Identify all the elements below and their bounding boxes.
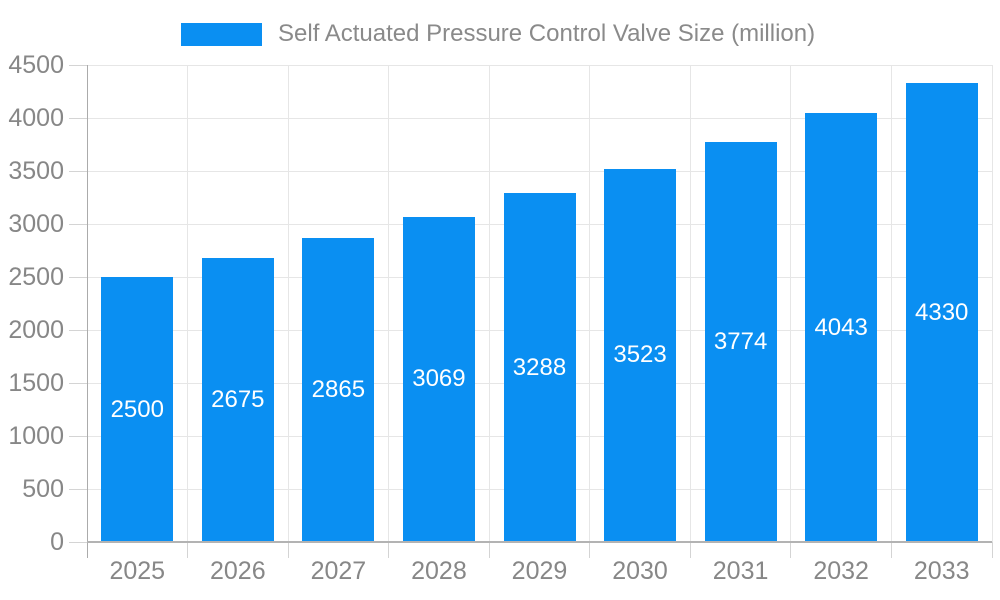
y-axis-tick bbox=[69, 382, 87, 384]
gridline-vertical bbox=[388, 65, 390, 542]
y-axis-tick bbox=[69, 117, 87, 119]
x-axis-label: 2031 bbox=[712, 557, 769, 585]
bar-value-label: 4330 bbox=[915, 298, 969, 326]
bar-value-label: 2865 bbox=[311, 376, 366, 404]
bar-value-label: 2500 bbox=[110, 395, 164, 423]
x-axis-label: 2032 bbox=[813, 557, 869, 585]
bar-value-label: 3774 bbox=[713, 327, 768, 355]
y-axis-tick bbox=[69, 223, 87, 225]
x-axis-tick bbox=[287, 542, 289, 558]
x-axis-label: 2028 bbox=[411, 557, 467, 585]
bar-value-label: 3523 bbox=[613, 341, 667, 369]
bar: 4043 bbox=[805, 113, 878, 542]
gridline-vertical bbox=[287, 65, 289, 542]
x-axis-label: 2029 bbox=[511, 557, 568, 585]
bar: 2865 bbox=[302, 238, 375, 542]
y-axis-label: 4500 bbox=[8, 51, 64, 79]
x-axis-label: 2030 bbox=[612, 557, 668, 585]
x-axis-label: 2033 bbox=[913, 557, 970, 585]
x-axis-tick bbox=[388, 542, 390, 558]
gridline-horizontal bbox=[87, 64, 992, 66]
y-axis-label: 2500 bbox=[8, 263, 64, 291]
y-axis-tick bbox=[69, 541, 87, 543]
gridline-vertical bbox=[890, 65, 892, 542]
gridline-horizontal bbox=[87, 170, 992, 172]
legend-label: Self Actuated Pressure Control Valve Siz… bbox=[278, 20, 816, 47]
bar-value-label: 3288 bbox=[512, 353, 567, 381]
y-axis-tick bbox=[69, 435, 87, 437]
y-axis-tick bbox=[69, 170, 87, 172]
bar: 3523 bbox=[604, 168, 677, 542]
x-axis-label: 2025 bbox=[109, 557, 166, 585]
bar-value-label: 2675 bbox=[211, 386, 265, 414]
x-axis-tick bbox=[689, 542, 691, 558]
y-axis-label: 0 bbox=[50, 528, 64, 556]
bar-value-label: 4043 bbox=[814, 313, 868, 341]
gridline-vertical bbox=[187, 65, 189, 542]
y-axis-tick bbox=[69, 64, 87, 66]
y-axis-label: 1500 bbox=[8, 369, 64, 397]
bar-value-label: 3069 bbox=[412, 365, 466, 393]
x-axis-tick bbox=[991, 542, 993, 558]
gridline-horizontal bbox=[87, 117, 992, 119]
x-axis-tick bbox=[187, 542, 189, 558]
y-axis-label: 2000 bbox=[8, 316, 64, 344]
legend-swatch bbox=[181, 22, 262, 46]
x-axis-tick bbox=[589, 542, 591, 558]
y-axis-tick bbox=[69, 329, 87, 331]
gridline-vertical bbox=[589, 65, 591, 542]
gridline-vertical bbox=[689, 65, 691, 542]
x-axis-tick bbox=[488, 542, 490, 558]
bar: 2500 bbox=[101, 277, 174, 542]
x-axis-label: 2026 bbox=[210, 557, 266, 585]
x-axis-label: 2027 bbox=[310, 557, 367, 585]
y-axis-tick bbox=[69, 276, 87, 278]
x-axis-tick bbox=[890, 542, 892, 558]
y-axis-label: 3000 bbox=[8, 210, 64, 238]
bar: 4330 bbox=[905, 83, 978, 542]
bar: 2675 bbox=[201, 258, 274, 542]
gridline-vertical bbox=[991, 65, 993, 542]
y-axis-label: 500 bbox=[22, 475, 64, 503]
bar: 3288 bbox=[503, 193, 576, 542]
bar: 3069 bbox=[402, 216, 475, 542]
x-axis-tick bbox=[790, 542, 792, 558]
gridline-vertical bbox=[790, 65, 792, 542]
gridline-vertical bbox=[488, 65, 490, 542]
bar: 3774 bbox=[704, 141, 777, 542]
legend: Self Actuated Pressure Control Valve Siz… bbox=[181, 20, 815, 48]
y-axis-tick bbox=[69, 488, 87, 490]
y-axis-label: 4000 bbox=[8, 104, 64, 132]
y-axis-label: 3500 bbox=[8, 157, 64, 185]
x-axis-line bbox=[87, 541, 992, 543]
y-axis-line bbox=[87, 65, 88, 558]
y-axis-label: 1000 bbox=[8, 422, 64, 450]
